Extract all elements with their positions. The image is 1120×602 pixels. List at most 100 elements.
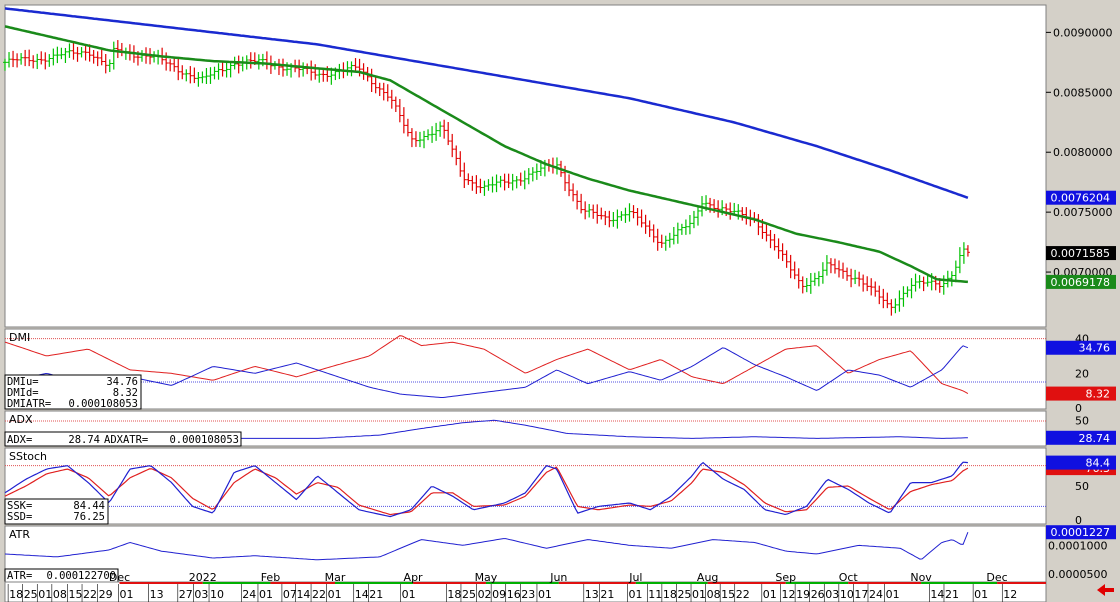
- ohlc-bar: [647, 220, 652, 238]
- ohlc-bar: [43, 52, 48, 70]
- month-label: 2022: [189, 571, 217, 584]
- month-stripe: [485, 582, 559, 584]
- ohlc-bar: [897, 290, 902, 312]
- ohlc-bar: [11, 50, 16, 68]
- atr-tick-label: 0.0001000: [1048, 539, 1108, 552]
- ohlc-bar: [663, 235, 668, 251]
- ohlc-bar: [377, 82, 382, 97]
- day-label: 03: [825, 588, 839, 601]
- sstoch-reference-lines: [5, 465, 1046, 507]
- price-tick-label: 0.0075000: [1053, 206, 1113, 219]
- atr-title: ATR: [9, 528, 30, 541]
- ohlc-bar: [454, 145, 459, 166]
- ohlc-bar: [405, 118, 410, 137]
- sstoch-legend: SSK= 84.44 SSD= 76.25: [4, 498, 109, 525]
- day-label: 18: [9, 588, 23, 601]
- ohlc-bar: [236, 55, 241, 74]
- day-label: 22: [736, 588, 750, 601]
- sstoch-k-line: [4, 461, 968, 518]
- ohlc-bar: [808, 272, 813, 294]
- ohlc-bar: [780, 243, 785, 262]
- ohlc-bar: [256, 54, 261, 70]
- ohlc-bar: [522, 170, 527, 190]
- ohlc-bar: [784, 250, 789, 268]
- ohlc-bar: [800, 276, 805, 294]
- ohlc-bar: [534, 163, 539, 180]
- ohlc-bar: [208, 67, 213, 84]
- ohlc-bar: [849, 268, 854, 288]
- month-label: Sep: [775, 571, 796, 584]
- sstoch-d-line: [4, 466, 969, 516]
- ohlc-bar: [188, 66, 193, 84]
- ohlc-bar: [639, 209, 644, 228]
- atr-legend-label: ATR=: [7, 570, 32, 582]
- day-label: 01: [38, 588, 52, 601]
- day-label: 01: [886, 588, 900, 601]
- ohlc-bar: [804, 277, 809, 293]
- ohlc-bar: [426, 129, 431, 141]
- ohlc-bar: [228, 61, 233, 78]
- atr-badge-label: 0.0001227: [1051, 526, 1111, 539]
- ohlc-bar: [635, 208, 640, 226]
- day-label: 23: [521, 588, 535, 601]
- atr-badge: [1046, 525, 1116, 540]
- ohlc-bar: [385, 84, 390, 102]
- ohlc-bar: [35, 53, 40, 70]
- month-stripe: [785, 582, 849, 584]
- sstoch-k-badge: [1046, 455, 1116, 470]
- ohlc-bar: [180, 65, 185, 80]
- ohlc-bar: [716, 200, 721, 218]
- ohlc-bar: [953, 260, 958, 283]
- ohlc-bar: [571, 183, 576, 202]
- ohlc-bar: [176, 58, 181, 81]
- month-stripe: [848, 582, 922, 584]
- adx-axis: 50 28.74: [1046, 414, 1116, 445]
- ohlc-bar: [204, 67, 209, 85]
- day-label: 16: [507, 588, 521, 601]
- price-badges: 0.0076204 0.0071585 0.0069178: [1046, 190, 1116, 289]
- day-label: 14: [355, 588, 369, 601]
- day-label: 13: [150, 588, 164, 601]
- ohlc-bar: [397, 99, 402, 123]
- day-label: 08: [707, 588, 721, 601]
- ohlc-bar: [893, 298, 898, 314]
- sstoch-legend-label: SSK=: [7, 500, 32, 512]
- month-stripe: [119, 582, 203, 584]
- ohlc-bar: [623, 207, 628, 223]
- adx-badge: [1046, 430, 1116, 445]
- ohlc-bar: [659, 234, 664, 248]
- month-label: Oct: [839, 571, 859, 584]
- sstoch-k-badge-label: 84.4: [1086, 457, 1111, 470]
- ohlc-bar: [450, 133, 455, 158]
- dmi-legend-box: [4, 374, 142, 410]
- ohlc-bar: [961, 242, 966, 264]
- dmi-legend-label: DMIATR=: [7, 398, 51, 410]
- day-label: 18: [663, 588, 677, 601]
- ohlc-bar: [430, 126, 435, 143]
- ohlc-bar: [466, 173, 471, 185]
- ohlc-bar: [603, 210, 608, 226]
- ohlc-bar: [695, 206, 700, 226]
- ohlc-bar: [3, 58, 7, 71]
- ohlc-bar: [115, 40, 120, 59]
- left-arrow-icon[interactable]: [1097, 584, 1114, 596]
- ohlc-bar: [401, 107, 406, 134]
- price-panel-bg: [4, 4, 1047, 328]
- ohlc-bar: [220, 61, 225, 77]
- time-axis-stripes: [119, 582, 1046, 584]
- ohlc-bar: [19, 53, 24, 65]
- ohlc-bar: [39, 51, 44, 65]
- ohlc-bar: [909, 278, 914, 299]
- ohlc-bar: [917, 275, 922, 289]
- ohlc-bar: [482, 180, 487, 196]
- ohlc-bar: [498, 175, 503, 188]
- price-tick-label: 0.0090000: [1053, 26, 1113, 39]
- ohlc-bar: [389, 89, 394, 109]
- dmi-plus-line: [4, 345, 969, 398]
- ohlc-bar: [619, 211, 624, 221]
- ohlc-bar: [949, 271, 954, 287]
- ohlc-bar: [776, 238, 781, 259]
- month-label: May: [475, 571, 498, 584]
- day-label: 01: [328, 588, 342, 601]
